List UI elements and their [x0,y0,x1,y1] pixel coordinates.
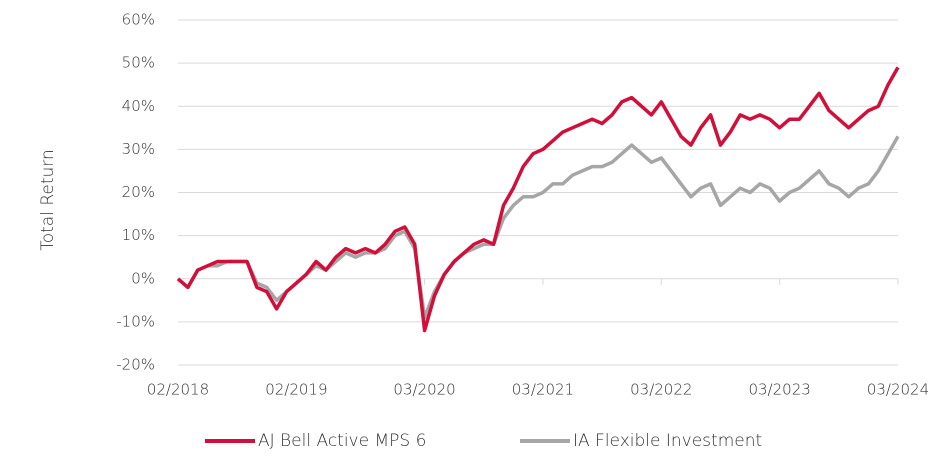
x-tick-label: 03/2023 [748,381,810,399]
y-tick-label: 50% [122,54,155,72]
y-axis-label: Total Return [38,149,58,251]
x-tick-label: 02/2019 [265,381,327,399]
y-tick-label: 30% [122,140,155,158]
x-tick-label: 02/2018 [147,381,209,399]
legend-label: AJ Bell Active MPS 6 [258,431,426,451]
y-tick-label: 10% [122,226,155,244]
y-tick-label: 0% [131,269,155,287]
y-tick-label: -10% [116,312,155,330]
y-tick-label: 20% [122,183,155,201]
series-line [176,66,900,333]
y-tick-label: 40% [122,97,155,115]
y-tick-label: -20% [116,356,155,374]
x-tick-label: 03/2024 [867,381,929,399]
x-tick-label: 03/2020 [393,381,455,399]
x-tick-label: 03/2022 [630,381,692,399]
y-tick-label: 60% [122,11,155,29]
x-tick-label: 03/2021 [512,381,574,399]
legend-label: IA Flexible Investment [573,431,762,451]
